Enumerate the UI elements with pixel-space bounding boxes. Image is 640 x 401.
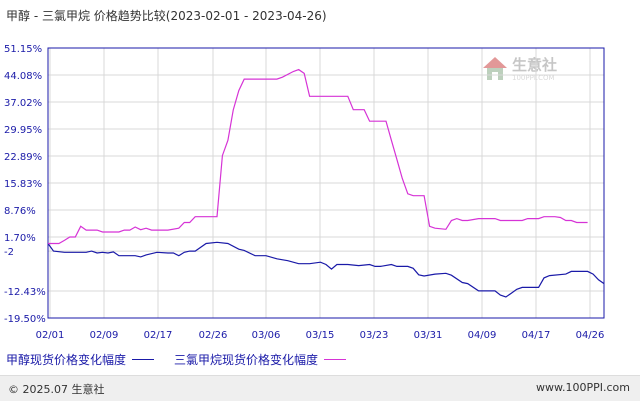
x-tick-label: 02/26: [199, 330, 228, 341]
line-chart: 51.15% 44.08% 37.02% 29.95% 22.89% 15.83% 8.76…: [4, 44, 605, 341]
legend-label-methanol: 甲醇现货价格变化幅度: [6, 353, 127, 367]
legend-label-chloroform: 三氯甲烷现货价格变化幅度: [174, 353, 319, 367]
y-tick-label: 15.83%: [4, 179, 42, 190]
y-tick-label: 44.08%: [4, 71, 42, 82]
x-tick-label: 02/09: [90, 330, 119, 341]
y-axis-ticks: 51.15% 44.08% 37.02% 29.95% 22.89% 15.83% 8.76…: [4, 44, 46, 325]
x-axis-ticks: 02/01 02/09 02/17 02/26 03/06 03/15 03/23 03/31…: [36, 330, 605, 341]
chart-series: [47, 68, 605, 298]
y-tick-label: -12.43%: [4, 287, 46, 298]
y-tick-label: 51.15%: [4, 44, 42, 55]
chart-title-text: 甲醇 - 三氯甲烷 价格趋势比较: [6, 9, 166, 23]
chart-date-range: (2023-02-01 - 2023-04-26): [165, 9, 327, 23]
x-tick-label: 03/31: [414, 330, 443, 341]
y-tick-label: 22.89%: [4, 152, 42, 163]
footer: © 2025.07 生意社 www.100PPI.com: [0, 375, 640, 401]
chart-grid: [48, 47, 604, 319]
y-tick-label: 37.02%: [4, 98, 42, 109]
watermark-url: 100PPI.COM: [512, 74, 555, 82]
x-tick-label: 04/26: [576, 330, 605, 341]
y-tick-label: 8.76%: [4, 206, 36, 217]
plot-frame: [47, 47, 605, 319]
footer-url[interactable]: www.100PPI.com: [536, 381, 630, 394]
x-tick-label: 03/15: [306, 330, 335, 341]
footer-copyright: © 2025.07 生意社: [8, 383, 105, 396]
legend-item-chloroform: 三氯甲烷现货价格变化幅度: [174, 351, 347, 368]
y-tick-label: -19.50%: [4, 314, 46, 325]
x-tick-label: 02/01: [36, 330, 65, 341]
series-line-chloroform: [48, 68, 588, 245]
y-tick-label: 1.70%: [4, 233, 36, 244]
y-tick-label: 29.95%: [4, 125, 42, 136]
legend-swatch-chloroform: [324, 359, 347, 360]
watermark: 生意社 100PPI.COM: [480, 54, 580, 94]
house-logo-icon: [483, 57, 507, 80]
y-tick-label: -2: [4, 247, 14, 258]
watermark-brand: 生意社: [512, 56, 558, 74]
chart-legend: 甲醇现货价格变化幅度 三氯甲烷现货价格变化幅度: [6, 351, 366, 368]
legend-item-methanol: 甲醇现货价格变化幅度: [6, 351, 155, 368]
chart-title: 甲醇 - 三氯甲烷 价格趋势比较(2023-02-01 - 2023-04-26…: [6, 7, 327, 24]
x-tick-label: 04/17: [522, 330, 551, 341]
legend-swatch-methanol: [132, 359, 155, 360]
series-line-methanol: [47, 241, 605, 298]
x-tick-label: 04/09: [468, 330, 497, 341]
x-tick-label: 02/17: [144, 330, 173, 341]
x-tick-label: 03/06: [252, 330, 281, 341]
x-tick-label: 03/23: [360, 330, 389, 341]
